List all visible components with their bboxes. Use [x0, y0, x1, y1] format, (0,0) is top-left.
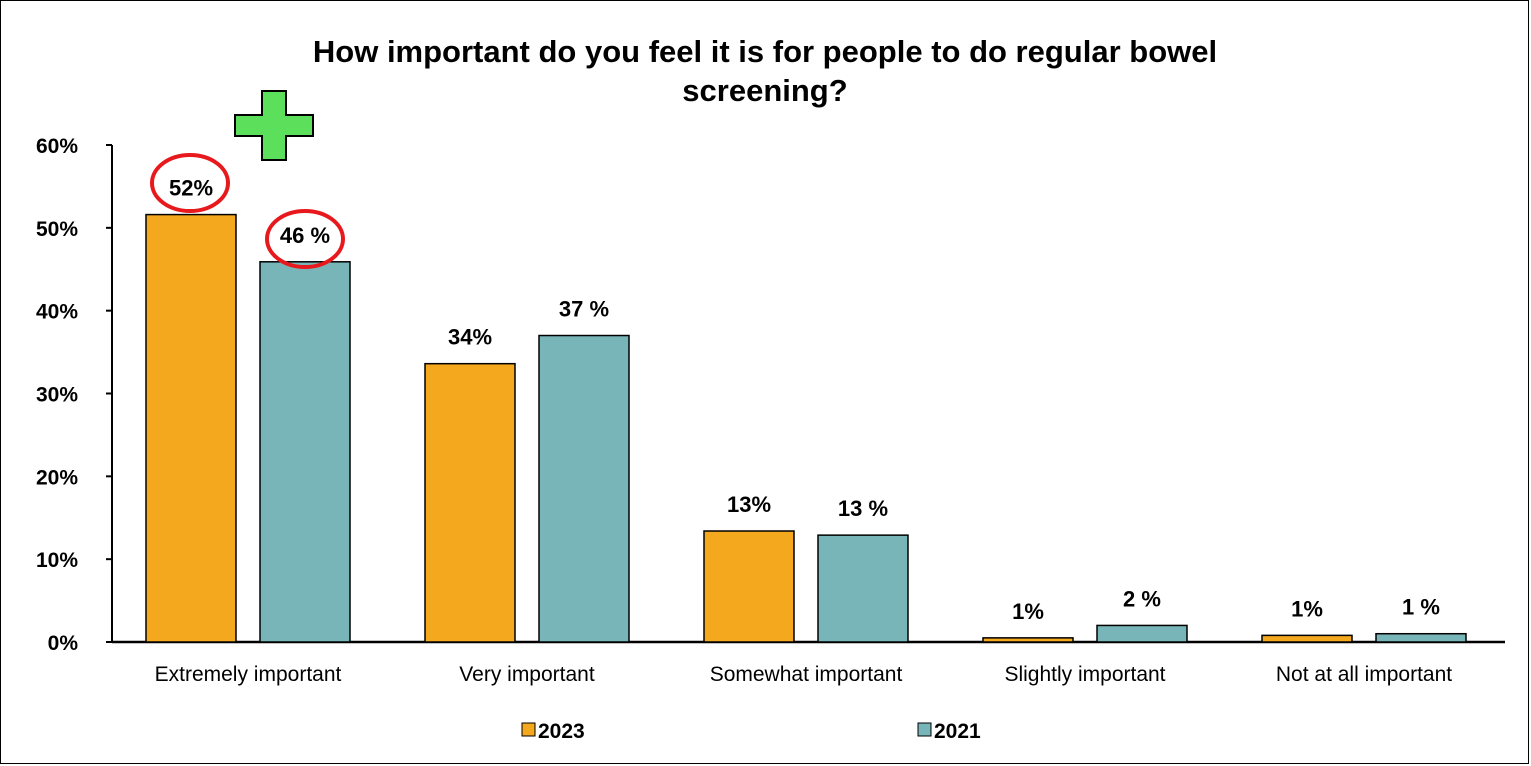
y-tick-label: 30%: [36, 384, 78, 407]
y-tick-label: 50%: [36, 218, 78, 241]
bar-2023: [983, 638, 1073, 642]
y-tick-label: 60%: [36, 135, 78, 158]
data-label: 2 %: [1123, 586, 1161, 611]
chart-title-line-1: screening?: [682, 73, 847, 108]
data-label: 52%: [169, 176, 213, 201]
legend-label: 2021: [934, 720, 981, 743]
bar-2021: [1376, 634, 1466, 642]
category-label: Slightly important: [1004, 663, 1165, 686]
bar-2021: [818, 535, 908, 642]
category-label: Very important: [459, 663, 595, 686]
bar-2023: [704, 531, 794, 642]
data-label: 1 %: [1402, 595, 1440, 620]
bar-2021: [1097, 625, 1187, 642]
y-tick-label: 20%: [36, 466, 78, 489]
data-label: 1%: [1291, 596, 1323, 621]
data-label: 1%: [1012, 599, 1044, 624]
bar-2021: [539, 336, 629, 642]
bar-2023: [146, 215, 236, 642]
category-label: Somewhat important: [710, 663, 903, 686]
legend-label: 2023: [538, 720, 585, 743]
y-tick-label: 10%: [36, 549, 78, 572]
plus-icon: [235, 91, 313, 160]
y-tick-label: 0%: [48, 632, 79, 655]
category-label: Extremely important: [155, 663, 342, 686]
data-label: 34%: [448, 325, 492, 350]
data-label: 13 %: [838, 496, 888, 521]
data-label: 37 %: [559, 297, 609, 322]
legend-swatch: [918, 723, 931, 736]
bar-2023: [425, 364, 515, 642]
y-tick-label: 40%: [36, 301, 78, 324]
chart-title-line-0: How important do you feel it is for peop…: [313, 34, 1217, 69]
legend-swatch: [522, 723, 535, 736]
category-label: Not at all important: [1276, 663, 1452, 686]
bar-2023: [1262, 635, 1352, 642]
bar-2021: [260, 262, 350, 642]
data-label: 13%: [727, 492, 771, 517]
data-label: 46 %: [280, 223, 330, 248]
